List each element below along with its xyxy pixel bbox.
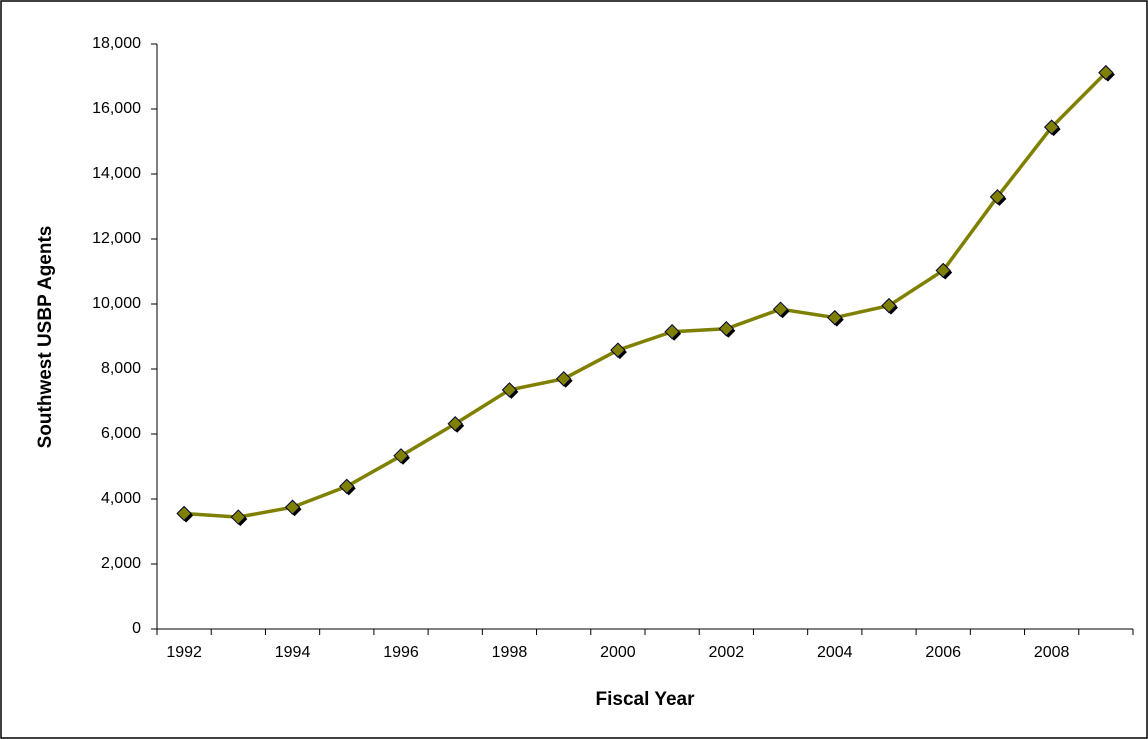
marker [610, 342, 626, 358]
marker [827, 309, 843, 326]
y-tick-label: 10,000 [92, 295, 141, 312]
x-tick-label: 1998 [492, 644, 528, 661]
x-tick-label: 2002 [709, 644, 745, 661]
y-tick-label: 4,000 [101, 490, 141, 507]
y-tick-label: 14,000 [92, 165, 141, 182]
y-tick-label: 2,000 [101, 555, 141, 572]
marker [501, 382, 518, 398]
marker [718, 321, 735, 337]
marker [555, 371, 572, 387]
marker [176, 505, 192, 522]
y-tick-label: 12,000 [92, 230, 141, 247]
marker [1098, 64, 1114, 81]
x-tick-label: 1996 [383, 644, 419, 661]
marker [393, 448, 409, 464]
x-tick-label: 2004 [817, 644, 853, 661]
y-tick-label: 16,000 [92, 100, 141, 117]
marker [772, 301, 789, 317]
x-tick-label: 2008 [1034, 644, 1070, 661]
x-tick-label: 1994 [275, 644, 311, 661]
line [183, 71, 1108, 519]
x-tick-label: 1992 [166, 644, 202, 661]
y-tick-label: 8,000 [101, 360, 141, 377]
y-axis-title: Southwest USBP Agents [35, 226, 56, 449]
x-tick-label: 2000 [600, 644, 636, 661]
marker [339, 478, 355, 495]
x-tick-label: 2006 [925, 644, 961, 661]
marker [1043, 119, 1060, 135]
y-tick-label: 6,000 [101, 425, 141, 442]
marker [881, 297, 897, 314]
marker [447, 416, 463, 432]
marker [935, 262, 951, 279]
y-tick-label: 18,000 [92, 35, 141, 52]
marker [989, 189, 1006, 205]
x-axis-title: Fiscal Year [596, 689, 696, 710]
y-tick-label: 0 [132, 620, 141, 637]
marker [230, 509, 247, 525]
marker [664, 324, 680, 340]
marker [284, 499, 301, 515]
